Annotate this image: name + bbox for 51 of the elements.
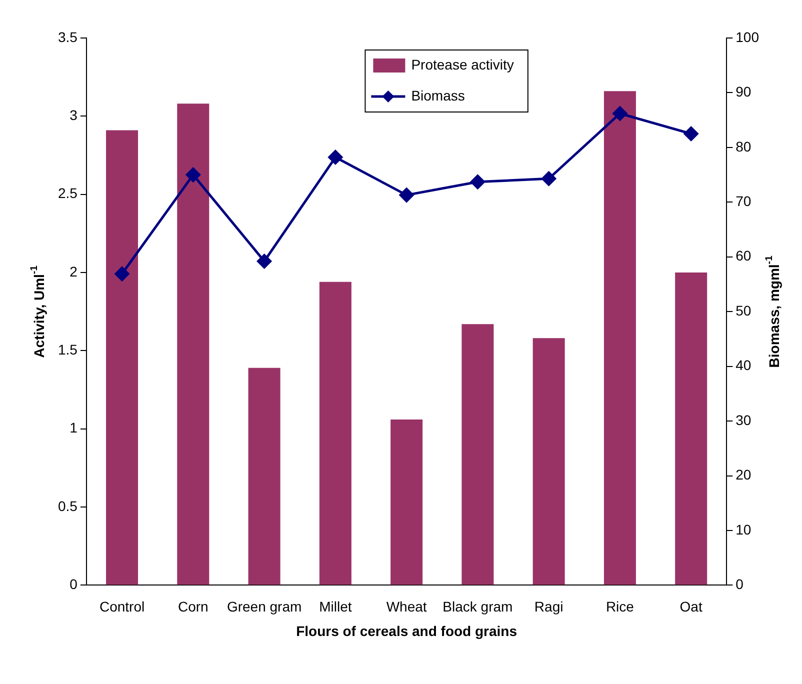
bar <box>675 272 708 585</box>
y2-tick-label: 30 <box>736 412 752 428</box>
point <box>542 171 556 186</box>
point <box>684 126 698 142</box>
point <box>257 254 272 269</box>
point <box>114 266 130 282</box>
bar <box>319 282 352 585</box>
y2-axis-title: Biomass, mgml-1 <box>764 254 782 368</box>
x-tick-label: Black gram <box>442 598 513 614</box>
point <box>470 174 485 190</box>
x-tick-label: Rice <box>606 598 634 614</box>
x-axis-title: Flours of cereals and food grains <box>296 622 518 639</box>
y-tick-label: 2 <box>70 263 78 280</box>
y-tick-label: 0.5 <box>58 498 78 514</box>
bar <box>248 368 280 585</box>
x-tick-label: Millet <box>319 598 352 614</box>
y2-tick-label: 80 <box>736 138 752 154</box>
x-tick-label: Oat <box>680 598 702 614</box>
y-tick-label: 2.5 <box>58 185 78 202</box>
y2-tick-label: 40 <box>736 357 752 374</box>
point <box>186 168 200 182</box>
bar <box>462 324 494 585</box>
y2-tick-label: 60 <box>736 248 752 264</box>
bar <box>177 104 210 585</box>
y-axis-title: Activity, Uml-1 <box>29 264 47 358</box>
x-tick-label: Control <box>99 598 145 614</box>
point <box>612 106 628 121</box>
y2-tick-label: 50 <box>736 302 752 318</box>
legend-label: Protease activity <box>411 56 514 72</box>
bar <box>106 130 138 585</box>
y2-tick-label: 10 <box>736 521 752 538</box>
x-tick-label: Wheat <box>386 598 427 614</box>
x-tick-label: Ragi <box>534 598 564 614</box>
y2-tick-label: 90 <box>736 84 752 100</box>
x-tick-label: Green gram <box>226 598 302 614</box>
y2-tick-label: 20 <box>736 466 752 483</box>
bar <box>390 419 423 585</box>
y2-tick-label: 70 <box>736 193 752 210</box>
y-tick-label: 1.5 <box>58 342 78 358</box>
y2-tick-label: 0 <box>736 576 744 592</box>
point <box>328 150 343 165</box>
bar <box>532 338 565 585</box>
y2-tick-label: 100 <box>736 28 760 45</box>
point <box>399 188 414 202</box>
legend-label: Biomass <box>411 87 465 104</box>
x-tick-label: Corn <box>178 598 208 614</box>
bar <box>604 91 636 585</box>
y-tick-label: 3.5 <box>58 28 78 45</box>
y-tick-label: 0 <box>70 576 78 592</box>
y-tick-label: 3 <box>70 107 78 124</box>
y-tick-label: 1 <box>70 420 78 436</box>
